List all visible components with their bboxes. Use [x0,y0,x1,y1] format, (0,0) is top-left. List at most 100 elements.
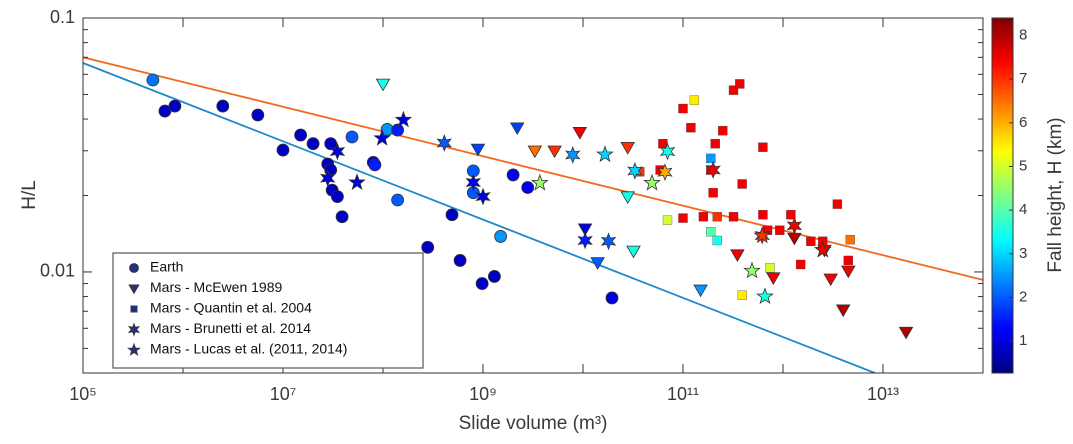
point [823,273,839,287]
point [600,232,617,251]
colorbar-cell [992,136,1013,140]
point [735,79,745,89]
colorbar-cell [992,171,1013,176]
point [445,208,459,222]
colorbar-cell [992,219,1013,223]
colorbar-cell [992,118,1013,123]
point [475,187,491,206]
point [678,213,688,223]
colorbar-cell [992,38,1013,43]
point [128,284,140,295]
point [572,127,588,140]
colorbar-cell [992,349,1013,353]
colorbar-cell [992,299,1013,303]
colorbar-cell [992,151,1013,155]
colorbar-cell [992,59,1013,63]
colorbar-cell [992,80,1013,84]
point [368,158,382,172]
point [845,235,855,245]
colorbar-cell [992,124,1013,128]
legend-label: Earth [150,259,183,275]
point [813,240,832,258]
colorbar-cell [992,35,1013,40]
point [168,99,182,113]
colorbar-tick-label: 6 [1019,114,1027,131]
colorbar-cell [992,174,1013,179]
point [453,254,467,267]
colorbar-cell [992,334,1013,338]
colorbar-frame [991,17,1014,374]
point [335,210,349,224]
point [712,212,722,222]
colorbar-cell [992,228,1013,232]
point [737,179,747,189]
colorbar-cell [992,257,1013,262]
point [689,95,700,105]
colorbar-cell [992,94,1013,99]
fit-line [83,62,876,373]
point [728,85,739,95]
colorbar-cell [992,189,1013,194]
colorbar-cell [992,192,1013,196]
x-axis-label: Slide volume (m³) [459,413,608,434]
colorbar-cell [992,23,1013,28]
point [331,190,344,204]
colorbar-cell [992,328,1013,333]
fit-lines [83,56,983,373]
colorbar-cell [992,32,1013,37]
colorbar-cell [992,358,1013,362]
point [706,227,716,237]
colorbar-cell [992,77,1013,81]
y-tick-label: 0.01 [40,261,75,281]
colorbar-cell [992,290,1013,294]
legend-box [112,252,424,369]
legend: Earth Mars - McEwen 1989 Mars - Quantin et… [127,259,347,357]
colorbar-cell [992,41,1013,46]
point [475,277,489,290]
colorbar-cell [992,361,1013,365]
colorbar-cell [992,213,1013,217]
colorbar-cell [992,293,1013,297]
point [127,342,141,356]
point [577,231,593,250]
point [127,322,141,337]
point [129,263,139,273]
colorbar-tick-label: 5 [1019,157,1027,174]
point [487,270,501,283]
colorbar-cell [992,367,1013,371]
colorbar-cell [992,251,1013,256]
point [705,161,721,179]
x-tick-label: 10¹³ [867,384,899,404]
point [795,259,806,270]
y-axis-label: H/L [19,180,40,210]
colorbar-cell [992,127,1013,131]
colorbar-cell [992,233,1013,238]
point [251,108,265,122]
colorbar-cell [992,296,1013,300]
colorbar-cell [992,343,1013,347]
colorbar-cell [992,112,1013,117]
colorbar-cell [992,346,1013,350]
colorbar-cell [992,62,1013,66]
colorbar-cell [992,331,1013,336]
colorbar-tick-label: 7 [1019,70,1027,87]
colorbar-cell [992,154,1013,158]
colorbar-cell [992,239,1013,244]
colorbar-cell [992,216,1013,220]
colorbar-cell [992,133,1013,137]
point [657,163,673,182]
point [708,188,718,198]
point [345,130,359,144]
colorbar-cell [992,148,1013,152]
colorbar-cell [992,245,1013,250]
point [693,284,708,298]
point [329,142,346,161]
colorbar-cell [992,109,1013,114]
colorbar-cell [992,322,1013,327]
colorbar-cell [992,162,1013,167]
point [391,193,405,207]
point [678,103,688,114]
colorbar-cell [992,121,1013,125]
point [394,110,413,128]
